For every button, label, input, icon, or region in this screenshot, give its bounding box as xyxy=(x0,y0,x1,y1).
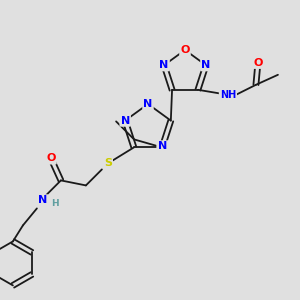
Text: N: N xyxy=(38,195,47,206)
Text: N: N xyxy=(158,142,167,152)
Text: H: H xyxy=(51,199,59,208)
Text: O: O xyxy=(46,153,56,164)
Text: O: O xyxy=(180,45,190,55)
Text: N: N xyxy=(143,99,153,109)
Text: N: N xyxy=(121,116,130,126)
Text: N: N xyxy=(160,60,169,70)
Text: S: S xyxy=(104,158,112,168)
Text: O: O xyxy=(253,58,262,68)
Text: N: N xyxy=(201,60,211,70)
Text: NH: NH xyxy=(220,90,236,100)
Text: N: N xyxy=(158,141,168,152)
